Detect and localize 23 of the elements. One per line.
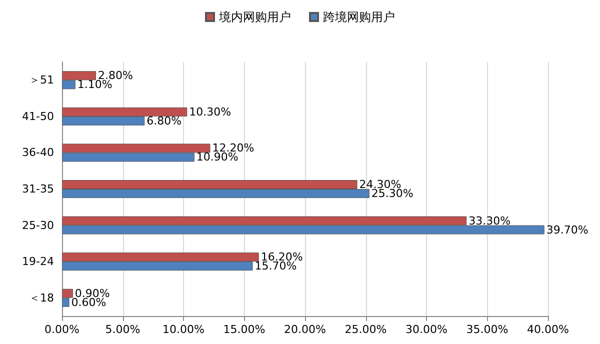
data-label: 6.80% (146, 114, 182, 128)
y-tick-label: ＞51 (29, 74, 54, 87)
x-tick-label: 25.00% (344, 323, 387, 336)
data-label: 10.30% (189, 105, 232, 118)
y-tick-label: 36-40 (22, 146, 54, 160)
x-tick-label: 10.00% (162, 323, 204, 336)
data-label: 39.70% (546, 223, 588, 236)
x-tick-label: 0.00% (44, 323, 80, 336)
legend-label: 境内网购用户 (218, 10, 291, 24)
y-tick-label: 25-30 (22, 218, 54, 232)
legend-label: 跨境网购用户 (323, 10, 395, 24)
x-tick-label: 5.00% (105, 323, 140, 336)
x-tick-label: 15.00% (223, 323, 266, 336)
data-label: 33.30% (468, 214, 511, 228)
data-label: 25.30% (371, 187, 414, 200)
x-tick-label: 35.00% (466, 323, 508, 336)
y-tick-label: ＜18 (29, 291, 54, 304)
x-tick-label: 30.00% (406, 323, 448, 336)
y-tick-label: 19-24 (22, 255, 54, 268)
y-tick-label: 31-35 (22, 182, 54, 196)
y-tick-label: 41-50 (22, 110, 54, 123)
x-tick-label: 20.00% (284, 323, 326, 336)
x-tick-label: 40.00% (527, 323, 569, 336)
